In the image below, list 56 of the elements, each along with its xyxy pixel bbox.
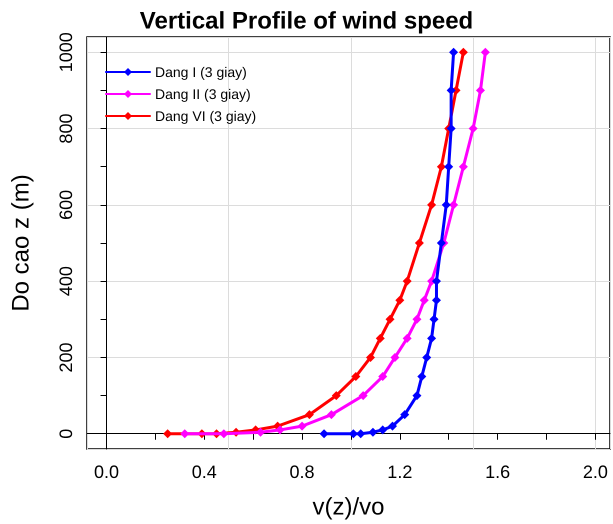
point — [436, 162, 446, 172]
point — [427, 334, 436, 343]
point — [400, 410, 410, 420]
x-tick-label: 1.6 — [485, 462, 510, 482]
point — [449, 200, 458, 210]
point — [326, 410, 336, 420]
point — [458, 162, 468, 172]
point — [332, 391, 341, 400]
y-tick-label: 200 — [56, 342, 76, 372]
point — [458, 48, 468, 57]
y-tick-label: 0 — [56, 428, 76, 439]
point — [366, 352, 375, 362]
point — [402, 334, 412, 343]
y-tick-label: 600 — [56, 190, 76, 220]
point — [395, 296, 404, 305]
point — [412, 314, 422, 324]
y-tick-label: 800 — [56, 114, 76, 144]
point — [417, 372, 426, 382]
y-tick-label: 1000 — [56, 32, 76, 72]
point — [388, 422, 397, 431]
point — [378, 372, 388, 382]
x-axis-title: v(z)/vo — [312, 494, 384, 520]
point — [276, 425, 285, 434]
x-tick-label: 0.4 — [192, 462, 217, 482]
point — [402, 276, 412, 286]
point — [358, 391, 368, 400]
point — [414, 238, 424, 248]
point — [420, 296, 429, 305]
point — [468, 124, 478, 134]
legend-label: Dang I (3 giay) — [155, 64, 247, 80]
x-tick-label: 2.0 — [582, 462, 608, 482]
point — [430, 314, 439, 324]
point — [368, 428, 378, 437]
point — [422, 352, 432, 362]
point — [298, 422, 307, 431]
x-tick-label: 0.8 — [290, 462, 315, 482]
text: 0.0 — [94, 462, 120, 482]
point — [427, 200, 436, 210]
point — [304, 410, 314, 420]
point — [412, 391, 422, 400]
point — [256, 428, 266, 437]
legend-label: Dang VI (3 giay) — [155, 108, 256, 124]
point — [449, 48, 458, 57]
legend-label: Dang II (3 giay) — [155, 86, 251, 102]
point — [351, 372, 360, 382]
y-tick-label: 400 — [56, 266, 76, 296]
point — [376, 334, 385, 343]
point — [436, 238, 446, 248]
point — [476, 86, 485, 95]
chart-title: Vertical Profile of wind speed — [140, 8, 474, 34]
point — [386, 314, 395, 324]
point — [390, 352, 400, 362]
x-tick-label: 1.2 — [387, 462, 412, 482]
point — [378, 425, 388, 434]
y-axis-title: Do cao z (m) — [8, 174, 34, 312]
point — [480, 48, 490, 57]
